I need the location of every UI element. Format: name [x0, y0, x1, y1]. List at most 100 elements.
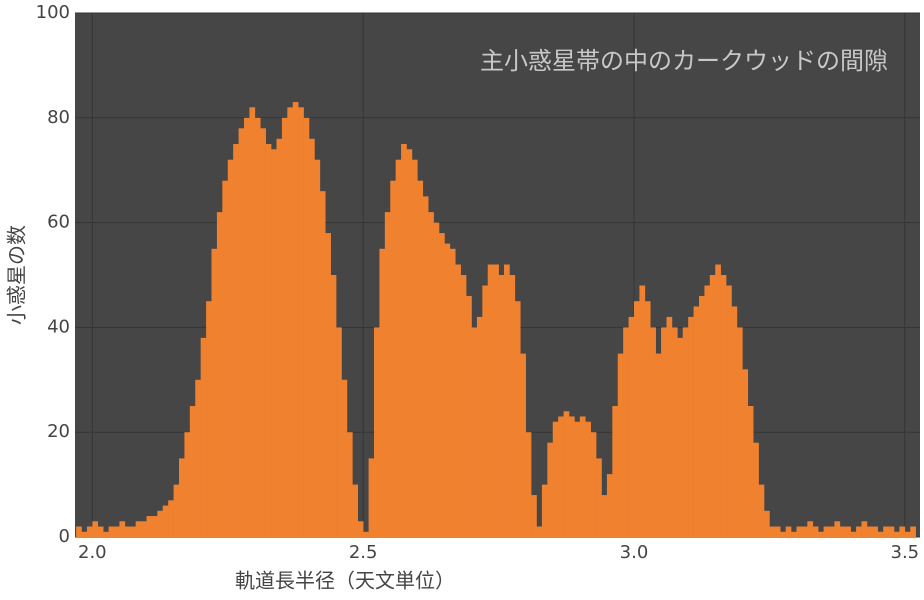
bar [682, 327, 689, 537]
bar [433, 222, 440, 537]
bar [428, 212, 434, 537]
bar [206, 301, 212, 537]
x-tick-label: 2.5 [349, 542, 378, 563]
bar [487, 264, 494, 537]
bar [774, 526, 781, 537]
bar [547, 442, 554, 537]
bar [173, 484, 180, 537]
bar [742, 369, 749, 537]
bar [151, 516, 158, 537]
bar [617, 353, 624, 537]
bar [579, 416, 586, 537]
bar [720, 275, 727, 537]
bar [411, 159, 418, 537]
bar [238, 128, 245, 537]
bar [357, 521, 364, 537]
bar [866, 526, 873, 537]
bar [460, 275, 467, 537]
bar [352, 484, 359, 537]
bar [801, 526, 808, 537]
bar [758, 484, 765, 537]
y-tick-label: 0 [59, 526, 70, 547]
bar [368, 458, 375, 537]
bar [796, 526, 803, 537]
bar [379, 248, 386, 538]
bar [336, 327, 342, 537]
bar [141, 521, 147, 537]
bar [493, 264, 499, 537]
bar [406, 149, 413, 538]
bar [671, 327, 678, 537]
bar [287, 107, 294, 537]
bar [281, 117, 288, 538]
bar [276, 138, 283, 537]
bar [590, 432, 597, 537]
y-tick-label: 40 [47, 316, 70, 337]
bar [574, 421, 581, 537]
bar [731, 306, 738, 537]
bar [596, 458, 602, 537]
bar [736, 327, 743, 537]
x-tick-label: 3.5 [891, 542, 920, 563]
bar [650, 327, 656, 537]
bar [531, 495, 537, 537]
bar [877, 531, 884, 537]
bar [374, 327, 380, 537]
y-tick-label: 100 [36, 2, 70, 23]
bar [780, 531, 786, 537]
bar [812, 526, 819, 537]
bar [124, 526, 131, 537]
bar [330, 275, 337, 537]
bar [466, 295, 472, 537]
bar [265, 144, 272, 537]
bar [162, 505, 169, 537]
bar [211, 248, 218, 538]
bar [823, 526, 830, 537]
bar [606, 474, 613, 537]
bar [666, 316, 673, 537]
bar [260, 128, 266, 537]
bar [699, 295, 705, 537]
bar [639, 285, 646, 537]
bar [325, 233, 331, 537]
bar [563, 411, 570, 537]
bar [319, 191, 326, 537]
y-axis-label: 小惑星の数 [5, 225, 29, 325]
bar [655, 353, 662, 537]
bar [726, 285, 732, 537]
bar [769, 526, 776, 537]
bar [222, 180, 229, 537]
bar [536, 526, 543, 537]
bar [818, 531, 824, 537]
bar [541, 484, 548, 537]
bar [119, 521, 126, 537]
x-axis-label: 軌道長半径（天文単位） [235, 569, 455, 593]
bar [715, 264, 721, 537]
bar [785, 526, 792, 537]
bar [704, 285, 711, 537]
bar [872, 526, 879, 537]
x-tick-label: 3.0 [620, 542, 649, 563]
bar [661, 327, 667, 537]
bar [498, 275, 505, 537]
bar [135, 521, 142, 537]
bar [839, 526, 846, 537]
bar [807, 521, 814, 537]
bar [569, 416, 575, 537]
bar [520, 353, 526, 537]
bar [103, 531, 109, 537]
bar [894, 531, 900, 537]
bar [363, 531, 369, 537]
bar [753, 442, 759, 537]
bar [108, 526, 115, 537]
bar [401, 144, 407, 537]
bar [130, 526, 136, 537]
bar [558, 416, 564, 537]
bar [216, 212, 223, 537]
bar [395, 159, 402, 537]
bar [693, 306, 700, 537]
bar [904, 531, 911, 537]
bar [899, 526, 906, 537]
bar [861, 521, 868, 537]
bar [471, 327, 478, 537]
